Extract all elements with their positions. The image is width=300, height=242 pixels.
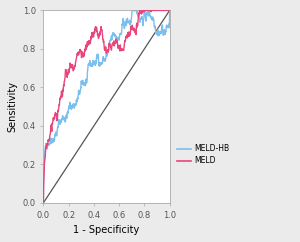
MELD-HB [64,115,68,118]
MELD-HB [74,102,78,105]
Line: MELD: MELD [44,10,169,203]
MELD [64,68,68,71]
MELD [99,29,102,32]
Line: MELD-HB: MELD-HB [44,10,169,203]
MELD [136,14,140,17]
MELD [42,201,45,204]
MELD-HB [116,36,120,39]
MELD-HB [126,20,130,23]
Legend: MELD-HB, MELD: MELD-HB, MELD [176,143,231,167]
MELD [126,33,130,36]
MELD-HB [137,15,140,17]
MELD-HB [42,201,45,204]
X-axis label: 1 - Specificity: 1 - Specificity [74,225,140,235]
MELD [74,60,78,63]
MELD-HB [99,64,102,67]
MELD [116,45,120,48]
MELD-HB [130,9,134,12]
Y-axis label: Sensitivity: Sensitivity [7,81,17,132]
MELD-HB [168,9,171,12]
MELD [138,9,141,12]
MELD [168,9,171,12]
